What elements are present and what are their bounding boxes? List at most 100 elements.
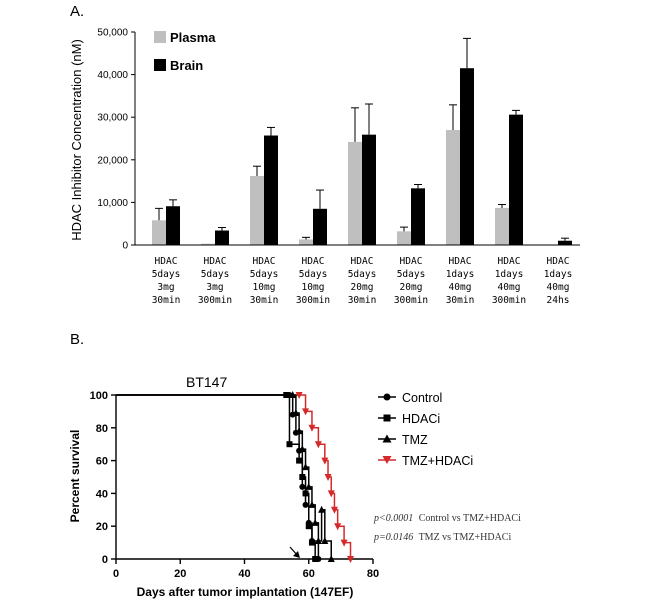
panel-b-curves [116,391,355,563]
category-label: 1days [495,269,524,280]
panel-b-y-tick-label: 60 [96,456,108,468]
category-label: 3mg [157,282,174,293]
bar-brain [166,206,180,245]
legend-tmz-hdaci-label: TMZ+HDACi [402,454,473,468]
panel-a-y-tick-label: 0 [122,241,128,252]
category-label: 5days [299,269,328,280]
annotation-1-text: Control vs TMZ+HDACi [419,513,521,524]
survival-point-tmz [289,391,297,398]
panel-a-legend: Plasma Brain [154,30,216,73]
survival-point-tmz [295,427,303,435]
category-label: 5days [250,269,279,280]
survival-point-tmz-hdaci [347,556,355,563]
bar-plasma [250,175,264,245]
category-label: 3mg [206,282,223,293]
legend-plasma-label: Plasma [170,30,216,45]
survival-point-tmz-hdaci [308,424,316,432]
category-label: 20mg [351,282,374,293]
category-label: HDAC [351,256,374,267]
survival-point-tmz-hdaci [340,539,348,547]
category-label: 30min [446,295,475,306]
survival-point-tmz [318,505,326,513]
bar-brain [558,240,572,245]
legend-hdaci-square-icon [383,414,391,422]
category-label: HDAC [302,256,325,267]
survival-point-tmz-hdaci [295,392,303,399]
category-label: 40mg [498,282,521,293]
legend-tmz-triangle-icon [382,434,392,443]
category-label: 24hs [547,295,570,306]
panel-b-inset-title: BT147 [186,374,227,390]
panel-b-x-tick-label: 40 [238,568,250,580]
category-label: 40mg [547,282,570,293]
panel-a-y-tick-label: 30,000 [97,113,128,124]
panel-b-label: B. [70,331,84,348]
bar-brain [215,230,229,245]
legend-tmz-label: TMZ [402,433,428,447]
survival-point-tmz [298,445,306,453]
bar-brain [509,114,523,245]
legend-plasma-swatch [154,31,166,43]
category-label: 10mg [253,282,276,293]
category-label: 300min [296,295,330,306]
panel-a-y-ticks: 0 10,000 20,000 30,000 40,000 50,000 [97,28,135,252]
annotation-2-text: TMZ vs TMZ+HDACi [419,532,512,543]
survival-point-control [299,483,306,490]
bar-brain [460,68,474,246]
survival-point-hdaci [305,523,312,530]
panel-b-y-tick-label: 100 [90,390,108,402]
survival-point-tmz-hdaci [327,490,335,498]
survival-point-tmz-hdaci [321,457,329,465]
survival-point-tmz-hdaci [314,441,322,449]
survival-curve-tmz-hdaci [116,394,352,559]
survival-point-tmz-hdaci [330,506,338,514]
category-label: 300min [394,295,428,306]
panel-b-y-tick-label: 40 [96,488,108,500]
panel-b-x-axis-label: Days after tumor implantation (147EF) [137,585,354,599]
panel-a-y-tick-label: 10,000 [97,198,128,209]
category-label: 1days [544,269,573,280]
survival-point-tmz-hdaci [324,474,332,481]
survival-curve-tmz [116,394,332,559]
survival-point-tmz [311,518,319,526]
category-label: HDAC [253,256,276,267]
panel-b-legend: Control HDACi TMZ TMZ+HDACi [378,391,473,468]
category-label: 5days [397,269,426,280]
survival-point-tmz [321,536,329,544]
bar-plasma [348,141,362,245]
survival-point-tmz-hdaci [302,408,310,416]
bar-brain [313,208,327,245]
category-label: 5days [348,269,377,280]
category-label: 10mg [302,282,325,293]
bar-plasma [201,243,215,245]
bar-plasma [446,129,460,245]
bar-plasma [397,231,411,245]
annotation-1-stat: p<0.0001 [373,513,413,524]
legend-control-circle-icon [383,393,391,401]
panel-a-bars [152,37,572,246]
panel-b-x-tick-label: 0 [113,568,119,580]
survival-point-hdaci [308,539,315,546]
survival-point-control [302,501,309,508]
survival-point-hdaci [299,474,306,480]
category-label: HDAC [449,256,472,267]
legend-control-label: Control [402,391,442,405]
panel-b-annotations: p<0.0001 Control vs TMZ+HDACi p=0.0146 T… [373,513,521,543]
category-label: 30min [348,295,377,306]
bar-plasma [495,207,509,245]
category-label: HDAC [547,256,570,267]
annotation-1: p<0.0001 Control vs TMZ+HDACi [373,513,521,524]
survival-curve-control [116,394,320,559]
panel-a-y-tick-label: 40,000 [97,70,128,81]
survival-point-hdaci [302,490,309,497]
legend-tmz-hdaci-triangle-icon [382,456,392,464]
survival-curve-hdaci [116,394,316,559]
category-label: 20mg [400,282,423,293]
panel-b-x-tick-label: 20 [174,568,186,580]
bar-brain [264,135,278,245]
panel-a-label: A. [70,3,84,20]
survival-point-tmz [308,500,316,508]
panel-b-y-tick-label: 0 [102,554,108,566]
legend-brain-label: Brain [170,58,203,73]
